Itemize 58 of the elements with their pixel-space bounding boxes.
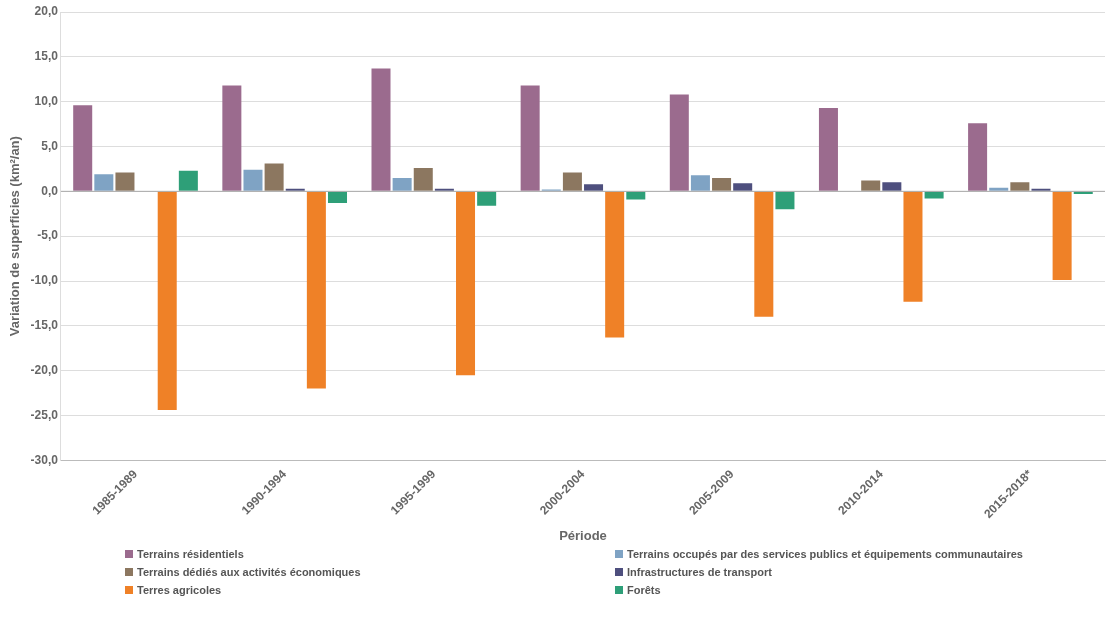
y-tick-label: -15,0	[30, 318, 59, 333]
bar	[989, 187, 1009, 191]
bar	[178, 170, 198, 191]
bar	[733, 183, 753, 191]
y-tick-label: -30,0	[30, 452, 59, 467]
bar	[371, 68, 391, 191]
bar	[754, 191, 774, 317]
bar	[1052, 191, 1072, 281]
bar	[264, 163, 284, 191]
y-axis-title: Variation de superficies (km²/an)	[7, 136, 23, 337]
bar	[73, 105, 93, 191]
bar	[903, 191, 923, 302]
legend-label: Terrains occupés par des services publics et équipements communautaires	[627, 548, 1023, 560]
bar	[818, 107, 838, 191]
x-axis-title: Période	[559, 527, 607, 543]
bar	[1031, 188, 1051, 191]
bar	[1073, 191, 1093, 195]
bar	[222, 85, 242, 191]
bar	[968, 123, 988, 191]
bar	[562, 172, 582, 191]
y-tick-label: -20,0	[30, 362, 59, 377]
bar	[669, 94, 689, 191]
y-tick-label: -5,0	[37, 228, 59, 243]
y-tick-label: 0,0	[41, 183, 59, 198]
legend-label: Terres agricoles	[137, 584, 222, 596]
bar	[392, 177, 412, 191]
bar	[456, 191, 476, 376]
bar	[434, 188, 454, 191]
bar	[306, 191, 326, 389]
bar	[775, 191, 795, 210]
y-tick-label: -10,0	[30, 273, 59, 288]
bar	[1010, 182, 1030, 191]
bar	[157, 191, 177, 411]
bar	[605, 191, 625, 338]
y-tick-label: -25,0	[30, 407, 59, 422]
bar	[243, 169, 263, 191]
bar	[477, 191, 497, 206]
bar	[690, 175, 710, 191]
bar	[924, 191, 944, 199]
bar	[712, 177, 732, 191]
y-tick-label: 20,0	[34, 4, 59, 19]
legend-label: Terrains résidentiels	[137, 548, 244, 560]
bar	[584, 184, 604, 191]
bar	[94, 174, 114, 191]
bar	[115, 172, 135, 191]
y-tick-label: 10,0	[34, 93, 59, 108]
legend-label: Forêts	[627, 584, 661, 596]
bar	[413, 168, 433, 191]
bar	[285, 188, 305, 191]
y-tick-label: 5,0	[41, 138, 59, 153]
bar	[327, 191, 348, 203]
bar	[520, 85, 540, 191]
legend-label: Infrastructures de transport	[627, 566, 772, 578]
legend-label: Terrains dédiés aux activités économiques	[137, 566, 361, 578]
bar	[626, 191, 646, 200]
y-tick-label: 15,0	[34, 49, 59, 64]
bar	[861, 180, 881, 191]
bar	[882, 182, 902, 191]
